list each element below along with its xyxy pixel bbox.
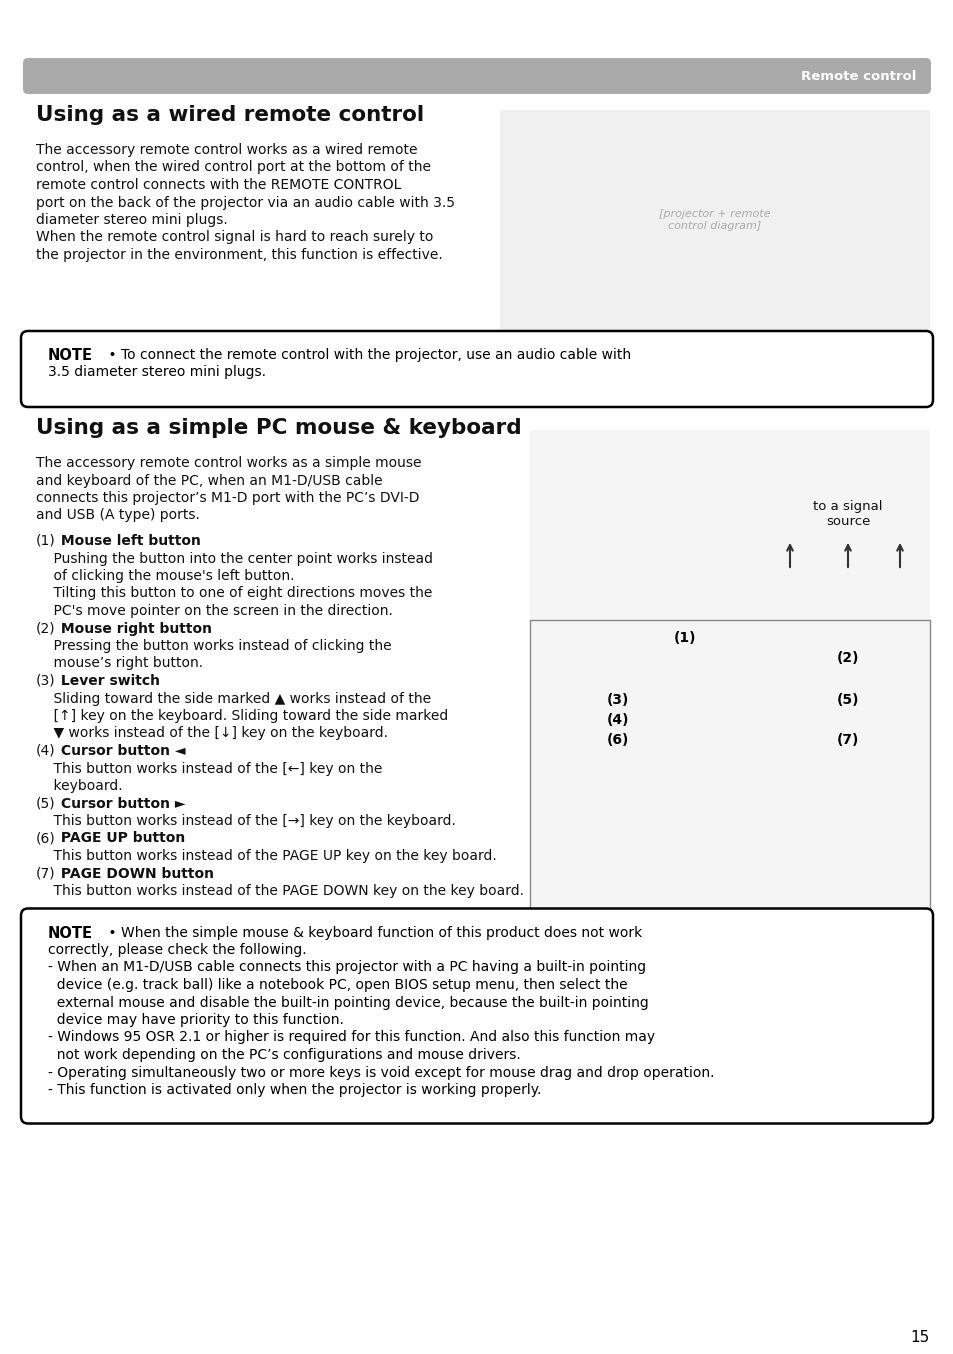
Text: the projector in the environment, this function is effective.: the projector in the environment, this f… [36,248,442,263]
Text: - This function is activated only when the projector is working properly.: - This function is activated only when t… [48,1083,540,1097]
Text: Remote control: Remote control [800,69,915,83]
Text: (6): (6) [606,733,629,747]
Text: device (e.g. track ball) like a notebook PC, open BIOS setup menu, then select t: device (e.g. track ball) like a notebook… [48,978,627,992]
Text: This button works instead of the PAGE DOWN key on the key board.: This button works instead of the PAGE DO… [36,884,523,898]
Text: connects this projector’s M1-D port with the PC’s DVI-D: connects this projector’s M1-D port with… [36,492,419,505]
Text: (6): (6) [36,831,55,845]
Text: correctly, please check the following.: correctly, please check the following. [48,942,306,957]
Text: Pressing the button works instead of clicking the: Pressing the button works instead of cli… [36,639,392,653]
Bar [499,110,929,330]
FancyBboxPatch shape [21,909,932,1124]
Text: mouse’s right button.: mouse’s right button. [36,657,203,670]
Text: Using as a wired remote control: Using as a wired remote control [36,106,424,125]
Text: • When the simple mouse & keyboard function of this product does not work: • When the simple mouse & keyboard funct… [104,926,641,940]
Text: Tilting this button to one of eight directions moves the: Tilting this button to one of eight dire… [36,586,432,601]
Text: (1): (1) [36,533,55,548]
Text: [↑] key on the keyboard. Sliding toward the side marked: [↑] key on the keyboard. Sliding toward … [36,709,448,723]
Bar [530,431,929,659]
Text: (5): (5) [36,796,55,811]
Text: PAGE UP button: PAGE UP button [56,831,185,845]
Text: - When an M1-D/USB cable connects this projector with a PC having a built-in poi: - When an M1-D/USB cable connects this p… [48,960,645,975]
Text: This button works instead of the [←] key on the: This button works instead of the [←] key… [36,761,382,776]
Text: (3): (3) [606,693,629,707]
Text: NOTE: NOTE [48,926,92,941]
FancyBboxPatch shape [21,330,932,408]
Text: - Operating simultaneously two or more keys is void except for mouse drag and dr: - Operating simultaneously two or more k… [48,1066,714,1079]
Text: not work depending on the PC’s configurations and mouse drivers.: not work depending on the PC’s configura… [48,1048,520,1062]
Text: This button works instead of the PAGE UP key on the key board.: This button works instead of the PAGE UP… [36,849,497,862]
Text: device may have priority to this function.: device may have priority to this functio… [48,1013,343,1026]
Text: [projector + remote
control diagram]: [projector + remote control diagram] [659,210,770,230]
Text: external mouse and disable the built-in pointing device, because the built-in po: external mouse and disable the built-in … [48,995,648,1010]
Text: PC's move pointer on the screen in the direction.: PC's move pointer on the screen in the d… [36,604,393,617]
Text: (7): (7) [36,867,55,880]
Text: 3.5 diameter stereo mini plugs.: 3.5 diameter stereo mini plugs. [48,366,266,379]
Text: Pushing the button into the center point works instead: Pushing the button into the center point… [36,551,433,566]
Text: and keyboard of the PC, when an M1-D/USB cable: and keyboard of the PC, when an M1-D/USB… [36,474,382,487]
Text: NOTE: NOTE [48,348,92,363]
Text: (1): (1) [673,631,696,645]
FancyBboxPatch shape [23,58,930,93]
Text: (4): (4) [36,743,55,758]
Text: and USB (A type) ports.: and USB (A type) ports. [36,509,200,523]
Text: ▼ works instead of the [↓] key on the keyboard.: ▼ works instead of the [↓] key on the ke… [36,727,388,741]
Text: (5): (5) [836,693,859,707]
Text: Cursor button ►: Cursor button ► [56,796,185,811]
Text: of clicking the mouse's left button.: of clicking the mouse's left button. [36,569,294,584]
Text: Mouse left button: Mouse left button [56,533,201,548]
Text: diameter stereo mini plugs.: diameter stereo mini plugs. [36,213,228,227]
Text: • To connect the remote control with the projector, use an audio cable with: • To connect the remote control with the… [104,348,631,362]
Text: (4): (4) [606,714,629,727]
Text: 15: 15 [910,1330,929,1345]
Text: PAGE DOWN button: PAGE DOWN button [56,867,213,880]
Text: remote control connects with the REMOTE CONTROL: remote control connects with the REMOTE … [36,177,401,192]
Text: This button works instead of the [→] key on the keyboard.: This button works instead of the [→] key… [36,814,456,829]
Text: - Windows 95 OSR 2.1 or higher is required for this function. And also this func: - Windows 95 OSR 2.1 or higher is requir… [48,1030,655,1044]
Text: The accessory remote control works as a wired remote: The accessory remote control works as a … [36,144,417,157]
Text: (3): (3) [36,674,55,688]
Bar [530,620,929,919]
Text: Using as a simple PC mouse & keyboard: Using as a simple PC mouse & keyboard [36,418,521,437]
Text: (2): (2) [836,651,859,665]
Text: Sliding toward the side marked ▲ works instead of the: Sliding toward the side marked ▲ works i… [36,692,431,705]
Text: to a signal
source: to a signal source [812,500,882,528]
Text: Cursor button ◄: Cursor button ◄ [56,743,185,758]
Text: The accessory remote control works as a simple mouse: The accessory remote control works as a … [36,456,421,470]
Text: Mouse right button: Mouse right button [56,621,212,635]
Text: keyboard.: keyboard. [36,779,123,793]
Text: Lever switch: Lever switch [56,674,160,688]
Text: port on the back of the projector via an audio cable with 3.5: port on the back of the projector via an… [36,195,455,210]
Text: When the remote control signal is hard to reach surely to: When the remote control signal is hard t… [36,230,433,245]
Text: (2): (2) [36,621,55,635]
Text: (7): (7) [836,733,859,747]
Text: control, when the wired control port at the bottom of the: control, when the wired control port at … [36,161,431,175]
